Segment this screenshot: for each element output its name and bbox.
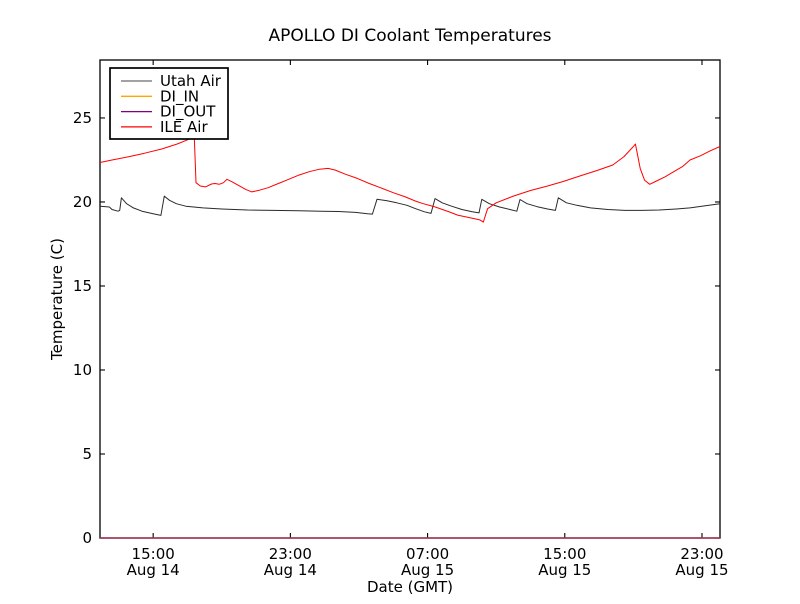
x-tick-label-time: 15:00 [132,545,175,563]
x-tick-label-date: Aug 14 [264,561,317,579]
x-tick-label-time: 23:00 [269,545,312,563]
x-tick-label-date: Aug 14 [127,561,180,579]
x-axis-label: Date (GMT) [367,578,453,596]
y-tick-label: 20 [73,193,92,211]
y-tick-label: 5 [82,445,92,463]
series-line-ile-air [99,136,721,223]
chart-title: APOLLO DI Coolant Temperatures [268,26,551,46]
x-tick-label-date: Aug 15 [401,561,454,579]
legend-label-utah-air: Utah Air [160,72,222,90]
legend-label-di-in: DI_IN [160,87,199,106]
y-tick-label: 10 [73,361,92,379]
y-axis-label: Temperature (C) [48,238,66,361]
x-tick-label-time: 15:00 [543,545,586,563]
legend-label-ile-air: ILE Air [160,118,208,136]
x-tick-label-date: Aug 15 [538,561,591,579]
legend-label-di-out: DI_OUT [160,103,216,122]
y-tick-label: 0 [82,529,92,547]
y-tick-label: 25 [73,109,92,127]
x-tick-label-time: 23:00 [680,545,723,563]
series-line-utah-air [99,195,721,216]
x-tick-label-date: Aug 15 [675,561,728,579]
x-tick-label-time: 07:00 [406,545,449,563]
y-tick-label: 15 [73,277,92,295]
